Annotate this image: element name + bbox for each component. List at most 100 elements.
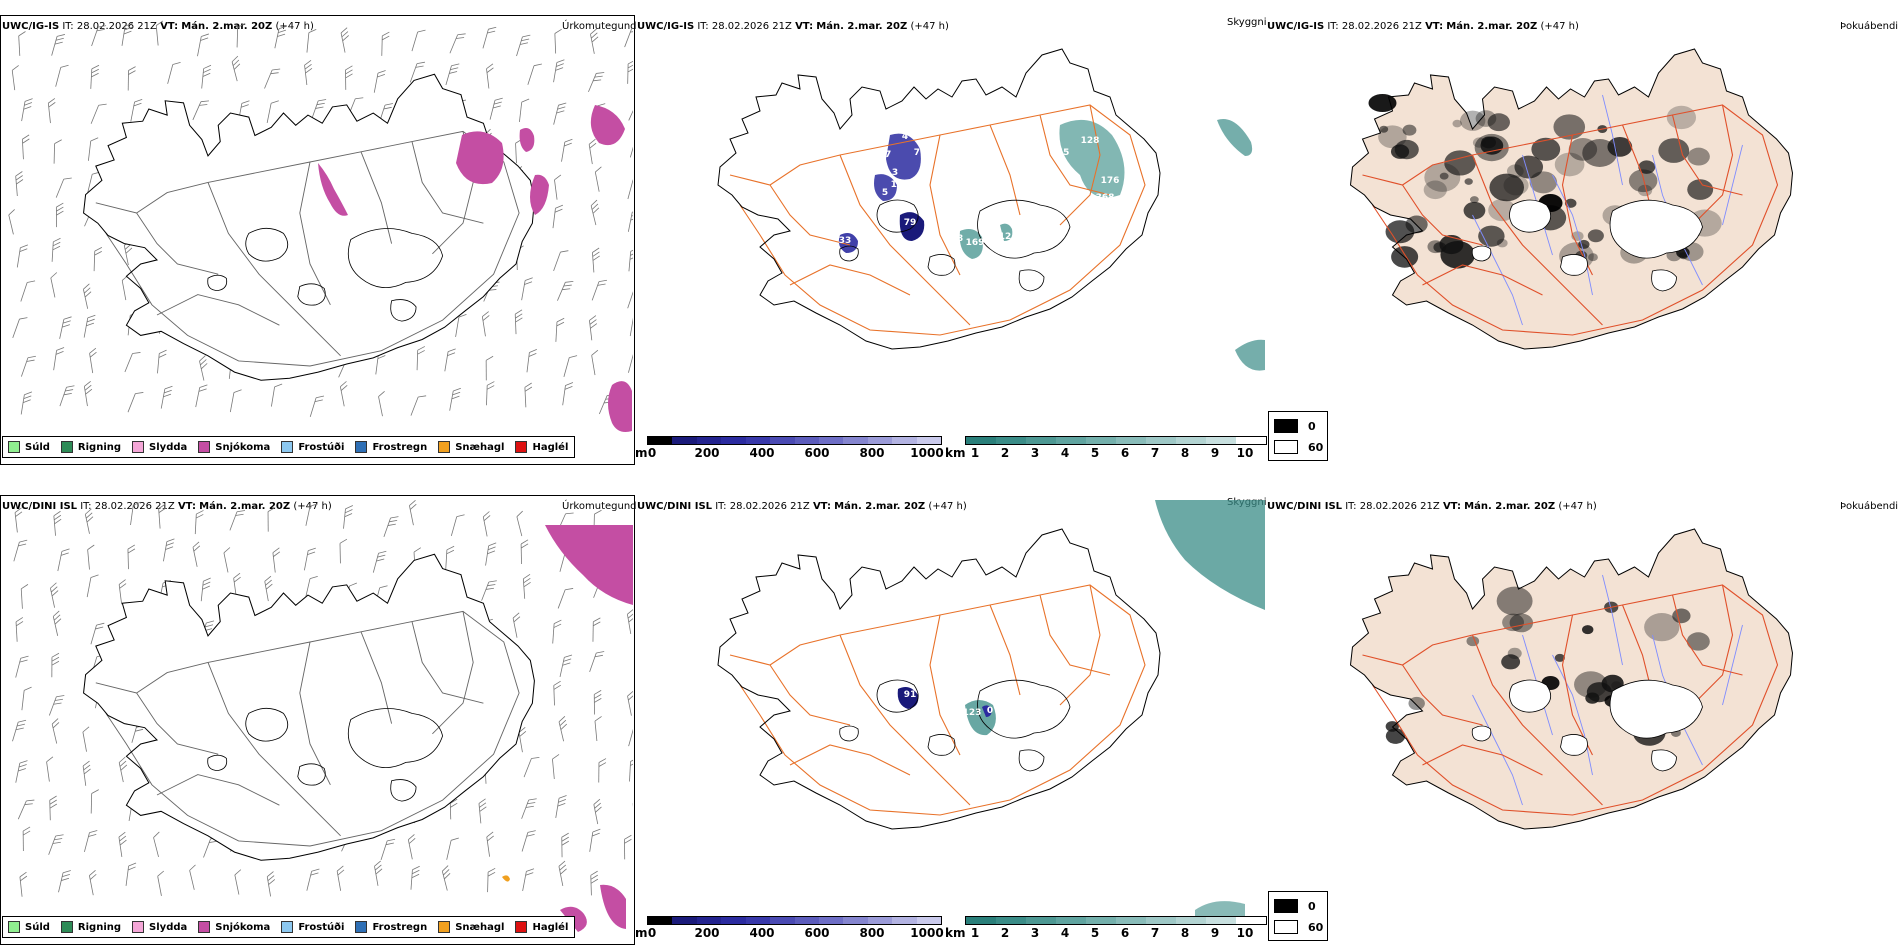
wind-barb <box>90 103 107 124</box>
barb-feather <box>487 584 496 587</box>
barb-feather <box>203 577 211 582</box>
barb-feather <box>23 106 32 110</box>
barb-staff <box>526 352 530 373</box>
legend-item-7: Haglél <box>515 441 568 453</box>
barb-staff <box>51 723 58 744</box>
barb-feather <box>159 349 167 354</box>
model-name: UWC/IG-IS <box>2 21 60 32</box>
barb-feather <box>158 503 166 509</box>
barb-feather <box>22 134 30 140</box>
barb-feather <box>24 102 33 106</box>
colorbar-bin <box>818 917 844 924</box>
wind-barb <box>52 610 62 636</box>
barb-feather <box>487 867 496 873</box>
barb-feather <box>15 617 24 623</box>
legend-label: Súld <box>25 921 50 933</box>
barb-feather <box>552 754 560 760</box>
barb-feather <box>14 507 22 513</box>
barb-staff <box>555 321 558 342</box>
fog-cell <box>1588 253 1598 262</box>
wind-barb <box>527 63 542 85</box>
wind-barb <box>194 510 204 535</box>
barb-staff <box>201 68 205 89</box>
barb-staff <box>306 32 310 53</box>
visibility-colorbar: km 1 2 3 4 5 6 7 8 9 10 <box>945 436 1267 466</box>
barb-feather <box>556 63 564 67</box>
wind-barb <box>589 315 598 341</box>
barb-feather <box>561 836 569 842</box>
colorbar-tick: 0 <box>647 926 657 940</box>
wind-barb <box>485 355 494 381</box>
barb-staff <box>200 581 204 602</box>
barb-staff <box>203 838 211 858</box>
road-line <box>156 774 280 806</box>
barb-feather <box>553 623 562 628</box>
colorbar-bin <box>843 437 868 444</box>
barb-staff <box>553 105 559 125</box>
barb-staff <box>124 353 133 373</box>
colorbar-tick: 10 <box>1236 446 1254 460</box>
barb-feather <box>82 760 90 767</box>
barb-feather <box>56 34 65 37</box>
barb-feather <box>561 832 569 838</box>
barb-feather <box>528 352 537 357</box>
barb-feather <box>128 70 136 75</box>
wind-barb <box>306 28 317 53</box>
barb-feather <box>20 655 29 659</box>
barb-feather <box>590 28 597 35</box>
swatch <box>1274 899 1298 913</box>
legend-swatch <box>198 441 211 453</box>
wind-barb <box>51 652 60 678</box>
barb-feather <box>62 870 71 874</box>
barb-feather <box>15 175 23 181</box>
colorbar-strip <box>965 436 1267 445</box>
colorbar-bin <box>867 917 893 924</box>
colorbar-bin <box>892 437 917 444</box>
visibility-panel-bottom: UWC/DINI ISL IT: 28.02.2026 21Z VT: Mán.… <box>635 480 1267 950</box>
colorbar-bin <box>1116 437 1146 444</box>
barb-feather <box>26 799 35 802</box>
barb-feather <box>488 580 497 583</box>
barb-feather <box>153 831 160 838</box>
barb-feather <box>165 546 174 550</box>
barb-feather <box>630 30 633 33</box>
wind-barb <box>487 867 496 893</box>
wind-barb <box>561 832 570 858</box>
legend-swatch <box>515 441 528 453</box>
barb-staff <box>17 800 27 820</box>
barb-staff <box>409 63 418 83</box>
barb-feather <box>16 179 24 185</box>
barb-feather <box>8 209 15 216</box>
glacier-outline <box>1018 269 1045 292</box>
wind-barb <box>304 60 313 86</box>
barb-staff <box>264 69 273 89</box>
it-label: IT: <box>1345 501 1357 512</box>
wind-barb <box>339 381 348 407</box>
barb-staff <box>118 837 123 857</box>
barb-feather <box>493 101 502 105</box>
barb-feather <box>50 272 58 279</box>
land-fill <box>1350 529 1793 829</box>
road-line <box>156 294 280 326</box>
glacier-outline <box>876 679 919 713</box>
vt-label: VT: <box>177 501 196 512</box>
barb-feather <box>189 864 196 871</box>
wind-barb <box>51 718 60 744</box>
barb-feather <box>60 64 69 68</box>
barb-feather <box>628 694 633 701</box>
barb-staff <box>627 212 633 232</box>
snow-area <box>590 105 625 146</box>
barb-feather <box>62 873 70 878</box>
barb-feather <box>522 34 531 38</box>
barb-feather <box>128 862 137 867</box>
visibility-label: 12 <box>999 232 1012 242</box>
barb-staff <box>410 396 419 416</box>
legend-swatch <box>132 441 145 453</box>
barb-staff <box>373 72 379 93</box>
wind-barb <box>55 64 69 87</box>
barb-staff <box>83 317 89 338</box>
barb-feather <box>199 355 206 362</box>
barb-staff <box>559 657 565 678</box>
land-fill <box>718 49 1160 349</box>
barb-feather <box>553 619 562 624</box>
